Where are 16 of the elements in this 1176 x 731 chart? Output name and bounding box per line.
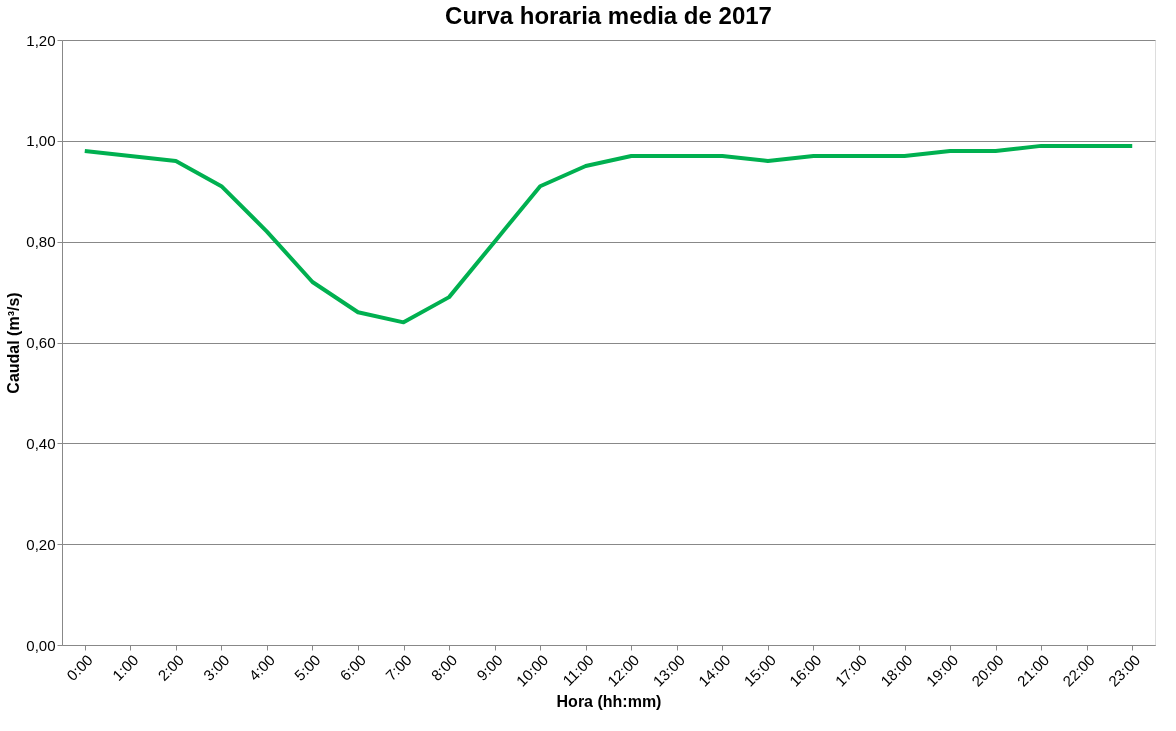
- x-tick-label: 0:00: [63, 651, 96, 684]
- chart-title: Curva horaria media de 2017: [445, 2, 772, 29]
- line-series: [82, 143, 1135, 325]
- x-tick-label: 4:00: [245, 651, 279, 684]
- y-tick-label: 0,40: [26, 434, 56, 452]
- y-tick-label: 0,00: [26, 636, 56, 654]
- x-axis-title: Hora (hh:mm): [556, 692, 662, 710]
- x-tick-label: 7:00: [382, 651, 415, 684]
- x-tick-label: 9:00: [473, 651, 506, 684]
- y-tick-label: 0,80: [26, 233, 56, 251]
- y-axis-title: Caudal (m³/s): [5, 292, 23, 394]
- x-tick-label: 6:00: [336, 651, 370, 684]
- y-tick-label: 1,00: [26, 132, 56, 150]
- y-tick-label: 0,20: [26, 535, 56, 553]
- y-tick-label: 0,60: [26, 334, 56, 351]
- y-tick-label: 1,20: [26, 31, 56, 49]
